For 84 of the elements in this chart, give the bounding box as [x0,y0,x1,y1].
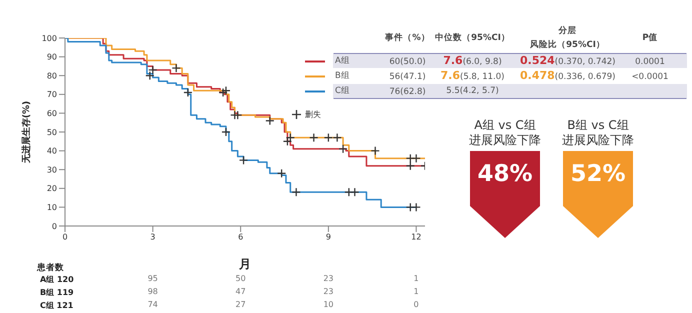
text: A组 120 [40,274,74,285]
y-tick-label: 30 [46,165,57,174]
text: 0.478(0.336, 0.679) [520,69,616,83]
point [145,71,154,80]
y-tick-label: 50 [46,128,57,137]
point [344,188,354,197]
point [218,88,228,98]
legend-label: A组 [335,56,350,67]
point [183,88,193,98]
text: 0.524(0.370, 0.742) [520,54,616,68]
text: 50 [234,274,247,283]
text: C组 121 [40,300,74,311]
text: <0.0001 [630,71,670,83]
point [172,63,181,73]
point [412,154,421,163]
annotation: 76(62.8) [388,86,427,98]
y-tick-label: 90 [46,52,57,62]
point [406,202,415,212]
x-axis-title: 月 [238,257,251,271]
text: 23 [322,274,334,283]
x-tick-label: 9 [326,232,331,242]
text: 23 [322,287,334,296]
x-tick-label: 0 [62,232,68,242]
legend-label: C组 [335,86,350,97]
point [238,156,248,165]
point [265,116,274,126]
y-tick-label: 40 [46,146,57,156]
point [221,86,231,96]
y-tick-label: 70 [46,90,57,100]
point [338,144,348,154]
point [276,168,286,178]
point [309,133,318,142]
text: 中位数（95%CI） [434,32,511,45]
text: B组 vs C组 [567,118,629,132]
text: 10 [322,300,334,309]
text: 95 [146,274,159,283]
point [292,188,301,197]
text: 患者数 [37,262,64,274]
text: 0.0001 [634,56,666,68]
point [332,133,342,142]
y-tick-label: 20 [46,184,57,194]
text: 进展风险下降 [562,133,634,147]
y-tick-label: 100 [42,34,57,43]
text: 5.5(4.2, 5.7) [445,85,500,97]
point [233,110,242,120]
text: 7.6(5.8, 11.0) [440,69,506,83]
y-tick-label: 80 [46,71,57,80]
legend-label: 删失 [304,109,321,120]
text: 分层 [558,25,578,38]
text: P值 [641,32,659,45]
point [221,127,231,137]
text: 1 [412,287,420,296]
text: 进展风险下降 [469,133,541,147]
text: 7.6(6.0, 9.8) [442,54,503,68]
y-tick-label: 60 [46,109,57,118]
y-tick-label: 10 [46,203,57,212]
annotation: 56(47.1) [388,71,427,83]
text: B组 119 [40,287,74,298]
point [406,154,415,163]
text: 47 [234,287,247,296]
x-tick-label: 6 [238,232,244,242]
annotation: 事件（%） [385,32,430,45]
point [148,65,158,75]
point [324,133,334,142]
point [282,136,292,146]
point [370,146,380,156]
annotation: 60(50.0) [388,56,427,68]
text: 27 [234,300,247,309]
text: 48% [476,161,534,187]
text: A组 vs C组 [474,118,536,132]
x-tick-label: 12 [411,232,422,242]
point [412,202,421,212]
text: 风险比（95%CI） [529,39,606,52]
text: 52% [569,161,627,187]
text: 74 [146,300,159,309]
y-axis-title: 无进展生存(%) [21,100,32,164]
text: 98 [146,287,159,296]
point [406,161,415,170]
y-tick-label: 0 [52,222,57,231]
text: 0 [412,300,420,309]
x-tick-label: 3 [150,232,156,242]
text: 1 [412,274,420,283]
point [350,188,360,197]
legend-label: B组 [335,71,350,82]
